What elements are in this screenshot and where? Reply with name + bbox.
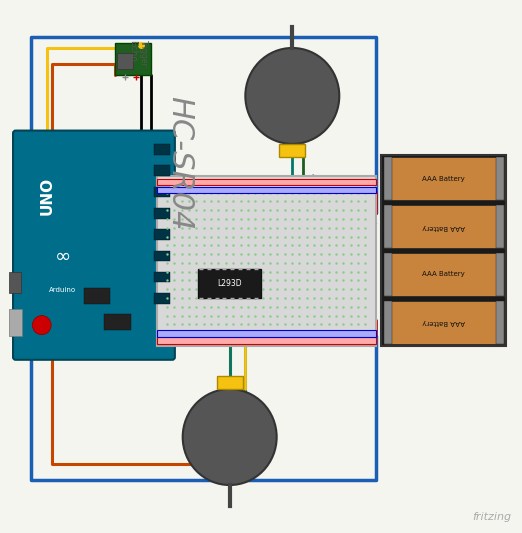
- Text: AAA Battery: AAA Battery: [422, 175, 465, 182]
- Bar: [496, 301, 504, 344]
- Bar: [154, 229, 170, 240]
- Bar: [496, 157, 504, 200]
- Bar: [384, 205, 392, 248]
- Text: UNO: UNO: [40, 177, 54, 215]
- Bar: [9, 272, 21, 293]
- Bar: [384, 157, 392, 200]
- Bar: [154, 272, 170, 282]
- Bar: [9, 309, 22, 336]
- Bar: [154, 187, 170, 197]
- Bar: [117, 53, 133, 69]
- Text: ∞: ∞: [54, 247, 71, 266]
- Bar: [154, 144, 170, 155]
- Bar: [384, 301, 392, 344]
- Bar: [154, 208, 170, 219]
- Bar: [157, 337, 376, 344]
- Bar: [381, 155, 506, 346]
- Text: Trigger: Trigger: [139, 40, 148, 67]
- Bar: [384, 205, 504, 248]
- Bar: [384, 253, 504, 296]
- Text: AAA Battery: AAA Battery: [422, 271, 465, 278]
- Text: fritzing: fritzing: [472, 512, 512, 522]
- FancyBboxPatch shape: [13, 131, 175, 360]
- Bar: [157, 187, 376, 193]
- Text: HC-SR04: HC-SR04: [165, 96, 195, 230]
- Circle shape: [183, 389, 277, 485]
- Bar: [496, 253, 504, 296]
- Text: AAA Battery: AAA Battery: [422, 319, 465, 326]
- Circle shape: [245, 48, 339, 144]
- Bar: [384, 157, 504, 200]
- Text: Echo: Echo: [128, 40, 138, 62]
- Text: Arduino: Arduino: [49, 287, 76, 293]
- Bar: [157, 330, 376, 337]
- FancyBboxPatch shape: [115, 43, 151, 75]
- Bar: [154, 165, 170, 176]
- Bar: [217, 376, 243, 389]
- Text: AAA Battery: AAA Battery: [422, 223, 465, 230]
- Bar: [496, 205, 504, 248]
- Bar: [154, 251, 170, 261]
- FancyBboxPatch shape: [157, 176, 376, 346]
- Bar: [154, 293, 170, 304]
- Bar: [384, 253, 392, 296]
- Bar: [279, 144, 305, 157]
- Bar: [84, 288, 110, 304]
- Text: L293D: L293D: [217, 279, 242, 288]
- FancyBboxPatch shape: [198, 269, 261, 298]
- Bar: [384, 301, 504, 344]
- Bar: [104, 314, 130, 330]
- Circle shape: [32, 316, 51, 335]
- Bar: [157, 179, 376, 185]
